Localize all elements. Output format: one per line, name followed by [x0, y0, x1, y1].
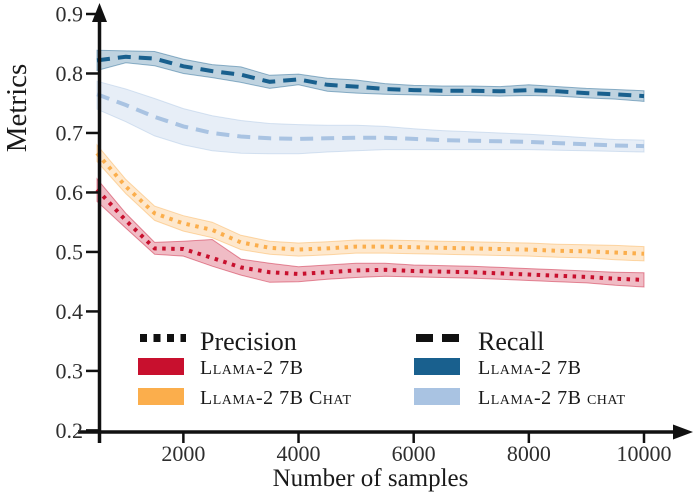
precision-dotted-line-sample [140, 334, 186, 342]
legend-header-recall: Recall [478, 327, 545, 356]
y-axis-title: Metrics [1, 63, 33, 153]
series-line-precision-llama-2-7b-chat [95, 151, 645, 256]
x-tick-label: 8000 [507, 441, 551, 466]
series-line-recall-llama-2-7b-chat [96, 92, 645, 149]
y-tick-label: 0.7 [56, 120, 84, 145]
legend-swatch-precision-llama2-7b [138, 358, 184, 375]
y-tick-label: 0.8 [56, 61, 84, 86]
recall-dashed-line-sample [416, 334, 462, 342]
y-tick-label: 0.9 [56, 2, 84, 27]
y-axis-arrowhead [92, 3, 107, 22]
legend-label-recall-llama2-7b-chat: Llama-2 7B chat [478, 387, 626, 409]
confidence-band-recall-llama-2-7b [96, 49, 645, 102]
legend-swatch-precision-llama2-7b-chat [138, 388, 184, 405]
y-tick-label: 0.2 [56, 418, 84, 443]
confidence-band-precision-llama-2-7b-chat [96, 143, 645, 262]
confidence-band-precision-llama-2-7b [96, 177, 645, 288]
x-tick-label: 2000 [161, 441, 205, 466]
y-tick-label: 0.6 [56, 180, 84, 205]
x-tick-label: 10000 [617, 441, 672, 466]
legend-label-recall-llama2-7b: Llama-2 7B [478, 357, 582, 379]
confidence-band-recall-llama-2-7b-chat [96, 80, 645, 155]
x-tick-label: 6000 [392, 441, 436, 466]
legend-label-precision-llama2-7b: Llama-2 7B [200, 357, 304, 379]
series-line-recall-llama-2-7b [96, 54, 645, 99]
legend-swatch-recall-llama2-7b-chat [414, 388, 460, 405]
y-tick-label: 0.4 [56, 299, 84, 324]
y-tick-label: 0.3 [56, 358, 84, 383]
legend-swatch-recall-llama2-7b [414, 358, 460, 375]
legend-label-precision-llama2-7b-chat: Llama-2 7B Chat [200, 387, 352, 409]
y-tick-label: 0.5 [56, 239, 84, 264]
x-axis-title: Number of samples [272, 465, 469, 492]
x-tick-label: 4000 [277, 441, 321, 466]
x-axis-arrowhead [673, 424, 693, 440]
legend-header-precision: Precision [200, 327, 297, 356]
